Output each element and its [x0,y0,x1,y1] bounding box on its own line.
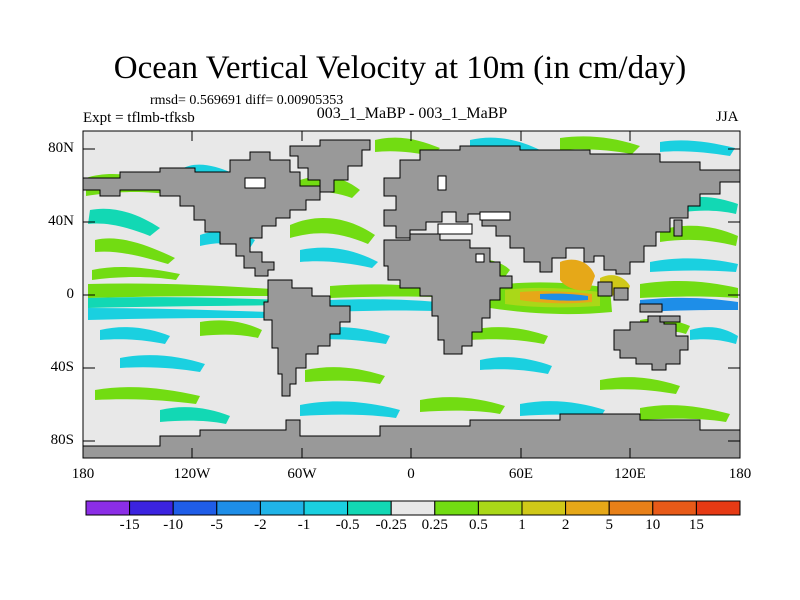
inland-seas [244,175,511,263]
colorbar-swatch [652,500,697,516]
y-tick-label-40n: 40N [48,213,74,229]
colorbar-label: -0.25 [375,517,407,533]
colorbar-swatch [303,500,349,516]
rmsd-diff-stats: rmsd= 0.569691 diff= 0.00905353 [150,93,344,108]
colorbar-swatch [347,500,392,516]
y-ticks [83,148,740,442]
colorbar-label: 5 [605,517,613,533]
experiment-label: Expt = tflmb-tfksb [83,110,195,126]
y-tick-label-80n: 80N [48,140,74,156]
colorbar-label: 2 [561,517,570,533]
season-label: JJA [716,109,739,125]
colorbar-label: -2 [254,517,267,533]
colorbar-label: -0.5 [335,517,360,533]
colorbar-label: -1 [297,517,311,533]
comparison-label: 003_1_MaBP - 003_1_MaBP [316,105,508,122]
colorbar-label: 0.5 [469,517,488,533]
colorbar-label: -5 [210,517,224,533]
colorbar-swatch [390,500,436,516]
colorbar-swatch [608,500,654,516]
plot-title: Ocean Vertical Velocity at 10m (in cm/da… [113,50,687,86]
x-tick-label-120e: 120E [614,466,646,482]
colorbar-swatch [695,500,741,516]
x-tick-label-120w: 120W [173,466,211,482]
colorbar-label: 0.25 [421,517,448,533]
colorbar-label: 1 [518,517,526,533]
y-tick-label-0: 0 [66,286,75,302]
colorbar-label: 10 [645,517,661,533]
colorbar-swatch [259,500,305,516]
x-tick-label-0: 0 [407,466,415,482]
y-tick-label-80s: 80S [50,432,74,448]
x-ticks [191,131,631,458]
x-tick-label-180w: 180 [71,466,95,482]
x-tick-label-60w: 60W [287,466,317,482]
colorbar-swatch [477,500,523,516]
y-tick-label-40s: 40S [50,359,74,375]
colorbar-swatch [434,500,479,516]
colorbar [85,500,741,516]
colorbar-swatch [172,500,218,516]
x-tick-label-180e: 180 [728,466,752,482]
colorbar-swatch [521,500,567,516]
colorbar-swatch [565,500,610,516]
colorbar-label: 15 [688,517,704,533]
colorbar-swatch [216,500,261,516]
colorbar-swatch [85,500,131,516]
colorbar-swatch [129,500,174,516]
colorbar-label: -10 [163,517,184,533]
colorbar-label: -15 [119,517,140,533]
x-tick-label-60e: 60E [508,466,534,482]
